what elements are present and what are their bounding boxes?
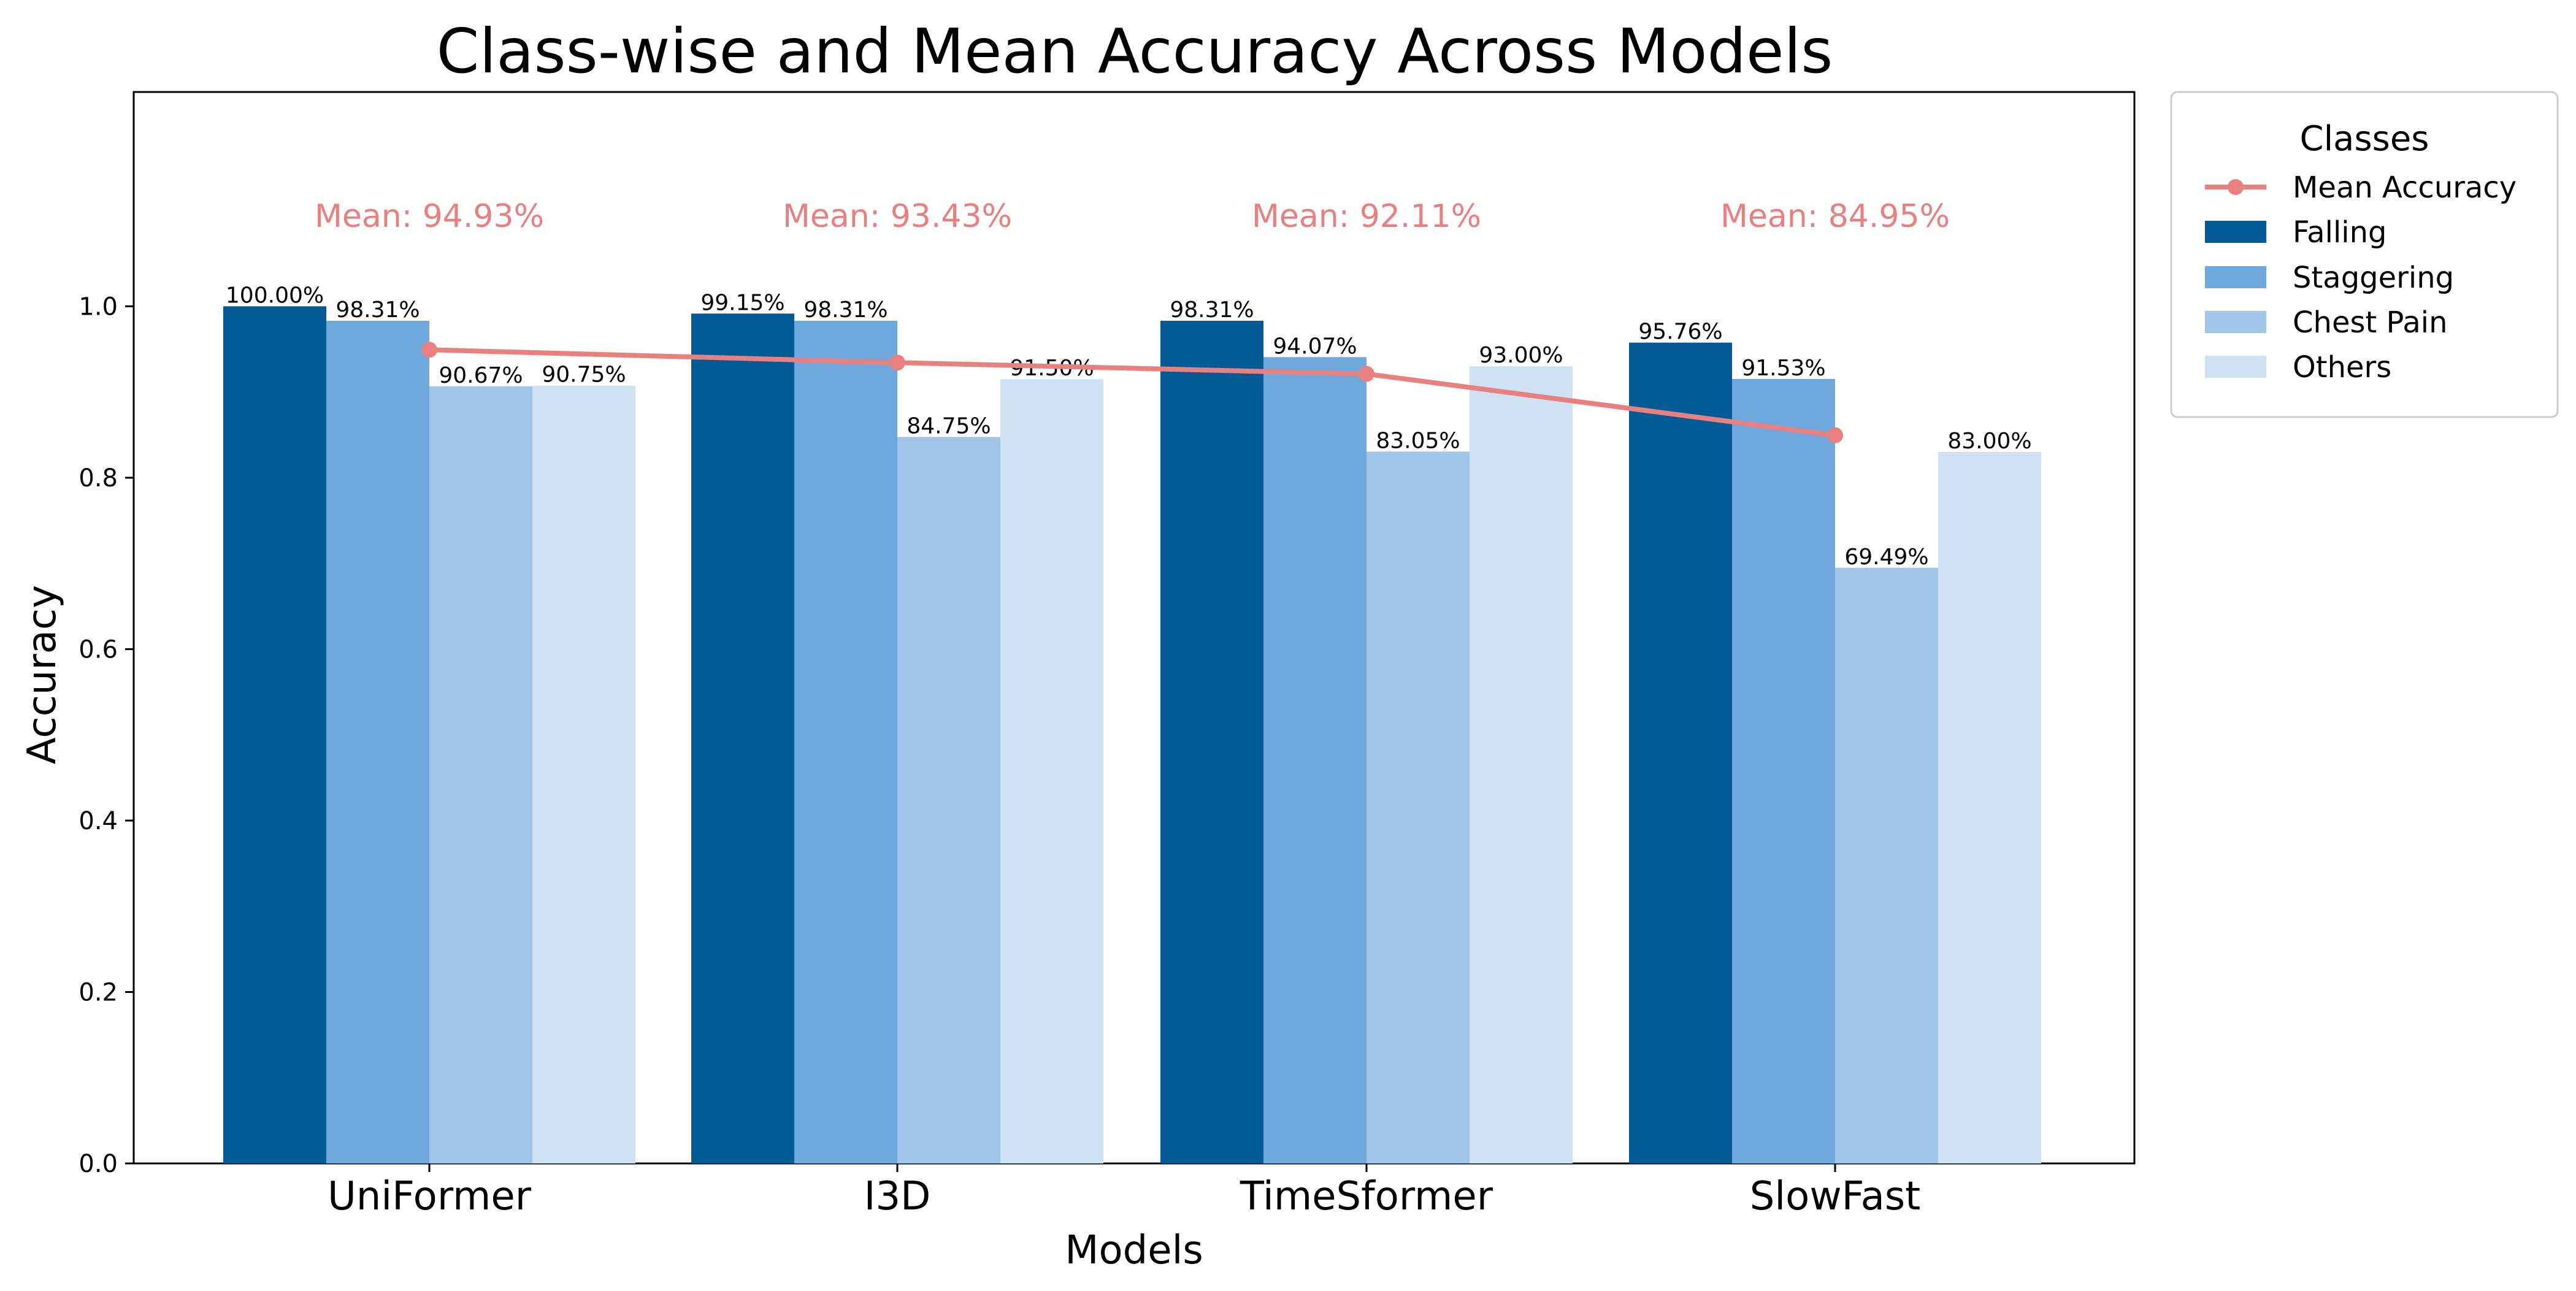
bar-others-uniformer bbox=[532, 385, 635, 1163]
mean-accuracy-line bbox=[427, 347, 1838, 438]
bar-label-staggering-timesformer: 94.07% bbox=[1273, 334, 1357, 359]
bar-label-falling-slowfast: 95.76% bbox=[1638, 320, 1722, 345]
bar-label-chest-pain-timesformer: 83.05% bbox=[1376, 428, 1460, 453]
mean-label-i3d: Mean: 93.43% bbox=[783, 198, 1012, 235]
legend-label-others: Others bbox=[2293, 350, 2391, 385]
bar-label-others-slowfast: 83.00% bbox=[1947, 429, 2031, 454]
mean-label-uniformer: Mean: 94.93% bbox=[315, 198, 544, 235]
bar-chest-pain-slowfast bbox=[1835, 567, 1938, 1163]
legend-swatch-staggering bbox=[2205, 266, 2266, 288]
bar-falling-timesformer bbox=[1160, 321, 1263, 1163]
bar-others-i3d bbox=[1000, 379, 1103, 1163]
y-tick-label: 1.0 bbox=[79, 293, 118, 321]
bar-label-chest-pain-slowfast: 69.49% bbox=[1844, 545, 1928, 570]
y-tick-label: 0.4 bbox=[79, 807, 118, 835]
bar-staggering-slowfast bbox=[1732, 378, 1835, 1163]
x-tick-label-slowfast: SlowFast bbox=[1750, 1174, 1921, 1219]
bar-label-staggering-i3d: 98.31% bbox=[803, 297, 887, 323]
mean-label-slowfast: Mean: 84.95% bbox=[1720, 198, 1950, 235]
bar-falling-i3d bbox=[691, 313, 794, 1164]
x-tick-label-uniformer: UniFormer bbox=[328, 1174, 532, 1219]
legend-swatch-others bbox=[2205, 356, 2266, 378]
bar-staggering-timesformer bbox=[1263, 357, 1367, 1163]
x-axis-label: Models bbox=[1065, 1228, 1203, 1273]
bar-chest-pain-i3d bbox=[897, 437, 1000, 1164]
bar-label-chest-pain-uniformer: 90.67% bbox=[439, 363, 523, 388]
legend-swatch-falling bbox=[2205, 221, 2266, 243]
bar-falling-slowfast bbox=[1629, 342, 1732, 1164]
bar-labels-layer: 100.00% 99.15% 98.31% 95.76% 98.31% 98.31% 94.… bbox=[226, 283, 2032, 569]
bar-others-timesformer bbox=[1470, 366, 1573, 1164]
bar-others-slowfast bbox=[1938, 451, 2041, 1164]
chart-title: Class-wise and Mean Accuracy Across Mode… bbox=[437, 15, 1833, 87]
legend-label-falling: Falling bbox=[2293, 215, 2387, 250]
legend-label-mean-accuracy: Mean Accuracy bbox=[2293, 170, 2517, 205]
x-tick-label-i3d: I3D bbox=[864, 1174, 931, 1219]
mean-layer: Mean: 94.93% Mean: 93.43% Mean: 92.11% Mean… bbox=[315, 198, 1950, 443]
bar-staggering-uniformer bbox=[326, 321, 429, 1163]
legend-items: Mean Accuracy Falling Staggering Chest Pain… bbox=[2205, 170, 2517, 385]
bar-label-falling-i3d: 99.15% bbox=[700, 290, 784, 315]
bar-label-staggering-slowfast: 91.53% bbox=[1741, 356, 1825, 381]
legend-swatch-chest-pain bbox=[2205, 311, 2266, 333]
mean-point-i3d bbox=[889, 354, 905, 371]
legend-frame bbox=[2170, 91, 2559, 418]
y-axis: 0.0 0.2 0.4 0.6 0.8 1.0 bbox=[79, 293, 134, 1178]
bar-label-staggering-uniformer: 98.31% bbox=[335, 297, 420, 323]
plot-frame bbox=[132, 91, 2136, 1165]
bar-label-others-uniformer: 90.75% bbox=[542, 362, 626, 388]
x-axis: UniFormer I3D TimeSformer SlowFast bbox=[328, 1163, 1920, 1219]
bar-chest-pain-timesformer bbox=[1367, 451, 1470, 1163]
legend-label-chest-pain: Chest Pain bbox=[2293, 305, 2448, 340]
bar-falling-uniformer bbox=[223, 306, 326, 1163]
legend: Classes Mean Accuracy Falling Staggering Ch… bbox=[2170, 91, 2559, 418]
bars-layer bbox=[223, 306, 2041, 1164]
legend-label-staggering: Staggering bbox=[2293, 261, 2454, 295]
y-tick-label: 0.6 bbox=[79, 635, 118, 664]
x-tick-label-timesformer: TimeSformer bbox=[1240, 1174, 1493, 1219]
legend-title: Classes bbox=[2300, 119, 2429, 159]
mean-point-slowfast bbox=[1827, 427, 1843, 443]
bar-label-others-timesformer: 93.00% bbox=[1479, 343, 1563, 368]
bar-label-falling-timesformer: 98.31% bbox=[1170, 297, 1254, 323]
mean-label-timesformer: Mean: 92.11% bbox=[1252, 198, 1481, 235]
legend-marker-mean-accuracy bbox=[2228, 179, 2244, 195]
bar-staggering-i3d bbox=[794, 321, 897, 1163]
mean-point-timesformer bbox=[1359, 366, 1374, 382]
bar-label-chest-pain-i3d: 84.75% bbox=[907, 414, 991, 439]
mean-point-uniformer bbox=[421, 342, 437, 358]
bar-label-falling-uniformer: 100.00% bbox=[226, 283, 324, 308]
y-axis-label: Accuracy bbox=[20, 585, 65, 764]
y-tick-label: 0.2 bbox=[79, 978, 118, 1006]
y-tick-label: 0.8 bbox=[79, 464, 118, 492]
bar-chest-pain-uniformer bbox=[429, 386, 532, 1163]
y-tick-label: 0.0 bbox=[79, 1150, 118, 1178]
